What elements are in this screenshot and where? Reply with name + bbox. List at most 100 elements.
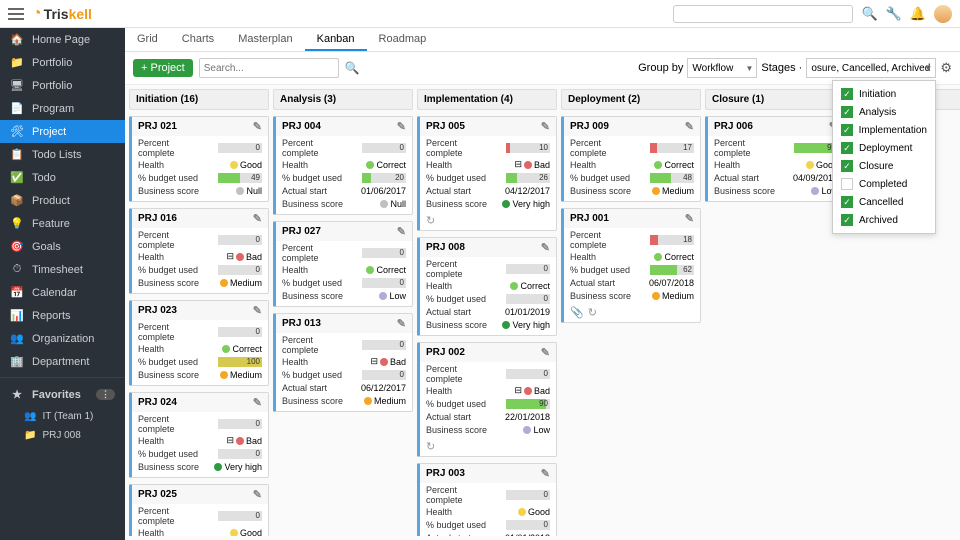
kanban-card[interactable]: PRJ 001✎Percent complete18HealthCorrect%… — [561, 208, 701, 323]
board-search-icon[interactable]: 🔍 — [345, 61, 360, 75]
tab-charts[interactable]: Charts — [170, 28, 226, 51]
card-footer-icon[interactable]: 📎 — [570, 306, 584, 319]
field-label: Actual start — [282, 186, 346, 196]
sidebar-item-todo-lists[interactable]: 📋Todo Lists — [0, 143, 125, 166]
avatar[interactable] — [934, 5, 952, 23]
kanban-card[interactable]: PRJ 016✎Percent complete0Health⊟Bad% bud… — [129, 208, 269, 294]
stage-option-completed[interactable]: Completed — [833, 175, 935, 193]
sidebar-label: Todo — [32, 172, 56, 184]
card-title: PRJ 005 — [426, 121, 465, 132]
global-search-input[interactable] — [673, 5, 853, 23]
field-label: Percent complete — [714, 138, 778, 158]
stage-option-analysis[interactable]: ✓Analysis — [833, 103, 935, 121]
board-settings-icon[interactable]: ⚙ — [940, 60, 952, 76]
sidebar-item-portfolio[interactable]: 📁Portfolio — [0, 51, 125, 74]
settings-wrench-icon[interactable]: 🔧 — [886, 6, 902, 22]
sidebar-item-calendar[interactable]: 📅Calendar — [0, 281, 125, 304]
sidebar-item-organization[interactable]: 👥Organization — [0, 327, 125, 350]
card-footer-icon[interactable]: ↻ — [426, 440, 435, 453]
stages-select[interactable]: osure, Cancelled, Archived▼ — [806, 58, 936, 78]
sidebar-item-project[interactable]: 🛠Project — [0, 120, 125, 143]
sidebar-label: Portfolio — [32, 57, 72, 69]
edit-icon[interactable]: ✎ — [685, 120, 694, 133]
progress-bar: 62 — [650, 265, 694, 275]
board-search-input[interactable] — [199, 58, 339, 78]
card-footer-icon[interactable]: ↻ — [426, 214, 435, 227]
tab-masterplan[interactable]: Masterplan — [226, 28, 304, 51]
card-footer-icon[interactable]: ↻ — [588, 306, 597, 319]
stage-option-closure[interactable]: ✓Closure — [833, 157, 935, 175]
edit-icon[interactable]: ✎ — [541, 241, 550, 254]
fav-icon: 👥 — [24, 411, 36, 422]
sidebar-item-feature[interactable]: 💡Feature — [0, 212, 125, 235]
edit-icon[interactable]: ✎ — [253, 304, 262, 317]
sidebar-icon: 🎯 — [10, 240, 24, 253]
sidebar-item-todo[interactable]: ✅Todo — [0, 166, 125, 189]
add-project-button[interactable]: + Project — [133, 59, 193, 77]
kanban-card[interactable]: PRJ 021✎Percent complete0HealthGood% bud… — [129, 116, 269, 202]
kanban-card[interactable]: PRJ 027✎Percent complete0HealthCorrect% … — [273, 221, 413, 307]
edit-icon[interactable]: ✎ — [541, 346, 550, 359]
stage-option-archived[interactable]: ✓Archived — [833, 211, 935, 229]
field-label: Health — [138, 252, 202, 262]
stage-option-deployment[interactable]: ✓Deployment — [833, 139, 935, 157]
search-icon[interactable]: 🔍 — [861, 6, 877, 22]
app-logo[interactable]: ◔ Triskell — [32, 5, 92, 23]
tab-kanban[interactable]: Kanban — [305, 28, 367, 51]
sidebar-item-portfolio[interactable]: 🖥Portfolio — [0, 74, 125, 97]
kanban-card[interactable]: PRJ 025✎Percent complete0HealthGood% bud… — [129, 484, 269, 536]
kanban-card[interactable]: PRJ 003✎Percent complete0HealthGood% bud… — [417, 463, 557, 536]
card-header: PRJ 025✎ — [132, 485, 268, 504]
field-label: Health — [282, 160, 346, 170]
edit-icon[interactable]: ✎ — [397, 120, 406, 133]
notifications-icon[interactable]: 🔔 — [910, 6, 926, 22]
kanban-card[interactable]: PRJ 023✎Percent complete0HealthCorrect% … — [129, 300, 269, 386]
favorite-item[interactable]: 📁PRJ 008 — [0, 426, 125, 445]
kanban-card[interactable]: PRJ 005✎Percent complete10Health⊟Bad% bu… — [417, 116, 557, 231]
sidebar-label: Calendar — [32, 287, 77, 299]
sidebar-label: Program — [32, 103, 74, 115]
tab-grid[interactable]: Grid — [125, 28, 170, 51]
card-title: PRJ 006 — [714, 121, 753, 132]
score-value: Very high — [202, 462, 262, 472]
groupby-select[interactable]: Workflow▼ — [687, 58, 757, 78]
sidebar-item-reports[interactable]: 📊Reports — [0, 304, 125, 327]
menu-toggle-button[interactable] — [8, 8, 24, 20]
edit-icon[interactable]: ✎ — [397, 317, 406, 330]
kanban-card[interactable]: PRJ 006✎Percent complete91HealthGoodActu… — [705, 116, 845, 202]
sidebar-item-program[interactable]: 📄Program — [0, 97, 125, 120]
sidebar-item-home-page[interactable]: 🏠Home Page — [0, 28, 125, 51]
sidebar-item-goals[interactable]: 🎯Goals — [0, 235, 125, 258]
edit-icon[interactable]: ✎ — [253, 396, 262, 409]
edit-icon[interactable]: ✎ — [685, 212, 694, 225]
field-label: Actual start — [426, 412, 490, 422]
fav-label: IT (Team 1) — [42, 411, 93, 422]
sidebar-item-department[interactable]: 🏢Department — [0, 350, 125, 373]
sidebar-item-product[interactable]: 📦Product — [0, 189, 125, 212]
kanban-card[interactable]: PRJ 002✎Percent complete0Health⊟Bad% bud… — [417, 342, 557, 457]
star-icon: ★ — [10, 388, 24, 401]
edit-icon[interactable]: ✎ — [253, 488, 262, 501]
sidebar-item-timesheet[interactable]: ⏱Timesheet — [0, 258, 125, 281]
card-header: PRJ 027✎ — [276, 222, 412, 241]
kanban-card[interactable]: PRJ 009✎Percent complete17HealthCorrect%… — [561, 116, 701, 202]
edit-icon[interactable]: ✎ — [541, 467, 550, 480]
checkbox-icon: ✓ — [841, 160, 853, 172]
favorites-more-icon[interactable]: ⋮ — [96, 389, 115, 400]
stage-option-initiation[interactable]: ✓Initiation — [833, 85, 935, 103]
sidebar-favorites-header[interactable]: ★Favorites⋮ — [0, 382, 125, 407]
stage-option-cancelled[interactable]: ✓Cancelled — [833, 193, 935, 211]
kanban-card[interactable]: PRJ 013✎Percent complete0Health⊟Bad% bud… — [273, 313, 413, 412]
edit-icon[interactable]: ✎ — [253, 120, 262, 133]
kanban-card[interactable]: PRJ 024✎Percent complete0Health⊟Bad% bud… — [129, 392, 269, 478]
edit-icon[interactable]: ✎ — [541, 120, 550, 133]
favorite-item[interactable]: 👥 IT (Team 1) — [0, 407, 125, 426]
edit-icon[interactable]: ✎ — [397, 225, 406, 238]
kanban-card[interactable]: PRJ 008✎Percent complete0HealthCorrect% … — [417, 237, 557, 336]
card-body: Percent complete0HealthGood% budget used… — [132, 504, 268, 536]
stage-option-implementation[interactable]: ✓Implementation — [833, 121, 935, 139]
score-value: Medium — [634, 186, 694, 196]
tab-roadmap[interactable]: Roadmap — [367, 28, 439, 51]
kanban-card[interactable]: PRJ 004✎Percent complete0HealthCorrect% … — [273, 116, 413, 215]
edit-icon[interactable]: ✎ — [253, 212, 262, 225]
